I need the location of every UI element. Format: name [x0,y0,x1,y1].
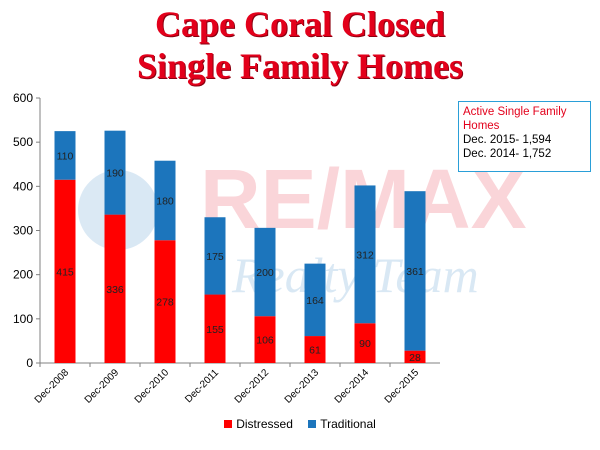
data-label: 190 [106,168,124,180]
data-label: 90 [359,338,371,350]
y-tick-label: 200 [13,268,33,282]
chart-legend: Distressed Traditional [0,417,600,431]
active-listings-2015: Dec. 2015- 1,594 [463,134,552,146]
bar-distressed [104,214,126,363]
bar-distressed [404,350,426,363]
bar-distressed [354,323,376,363]
data-label: 336 [106,284,124,296]
legend-item-distressed: Distressed [224,417,293,431]
data-label: 200 [256,267,274,279]
chart-title-line-2: Single Family Homes [137,46,463,86]
x-tick-label: Dec-2008 [33,367,72,406]
chart-bars: 415 110 336 190 278 180 155 175 106 200 61 164 90 312… [54,130,426,364]
legend-swatch-traditional [308,420,317,428]
bar-distressed [154,240,176,363]
data-label: 61 [309,345,321,357]
bar-traditional [154,160,176,241]
y-tick-label: 400 [13,179,33,193]
active-listings-heading: Active Single Family Homes [463,106,567,132]
bar-traditional [304,263,326,337]
data-label: 415 [56,266,74,278]
data-label: 155 [206,324,224,336]
bar-distressed [204,294,226,363]
active-listings-box: Active Single Family Homes Dec. 2015- 1,… [458,101,591,172]
data-label: 312 [356,249,374,261]
data-label: 175 [206,251,224,263]
x-tick-label: Dec-2010 [133,367,172,406]
y-tick-label: 0 [26,356,33,370]
data-label: 180 [156,195,174,207]
data-label: 278 [156,297,174,309]
bar-traditional [104,130,126,215]
data-label: 164 [306,295,324,307]
bar-distressed [304,336,326,363]
active-listings-2014: Dec. 2014- 1,752 [463,148,552,160]
legend-item-traditional: Traditional [308,417,376,431]
legend-swatch-distressed [224,420,233,428]
x-tick-label: Dec-2012 [233,367,272,406]
y-tick-label: 300 [13,224,33,238]
x-tick-label: Dec-2009 [83,367,122,406]
y-tick-label: 100 [13,312,33,326]
data-label: 106 [256,335,274,347]
x-tick-label: Dec-2013 [283,367,322,406]
x-tick-label: Dec-2014 [333,367,372,406]
bar-traditional [204,217,226,295]
data-label: 361 [406,266,424,278]
chart-title-line-1: Cape Coral Closed [155,4,445,44]
bar-distressed [254,316,276,363]
x-tick-label: Dec-2011 [183,367,221,405]
bar-traditional [254,227,276,317]
bar-traditional [404,191,426,351]
bar-traditional [54,131,76,180]
bar-traditional [354,185,376,324]
legend-label-distressed: Distressed [236,417,293,431]
y-tick-label: 600 [13,91,33,105]
x-tick-label: Dec-2015 [383,367,422,406]
legend-label-traditional: Traditional [320,417,376,431]
remax-watermark: RE/MAX Realty Team [78,152,527,303]
y-tick-label: 500 [13,135,33,149]
data-label: 28 [409,352,421,364]
bar-distressed [54,179,76,363]
data-label: 110 [57,150,74,162]
